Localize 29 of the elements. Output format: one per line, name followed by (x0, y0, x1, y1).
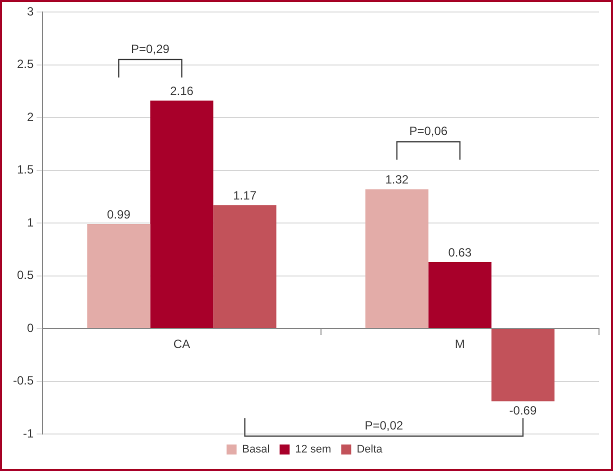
legend-label: Basal (242, 444, 270, 456)
bar (365, 189, 428, 328)
bar (428, 262, 492, 328)
y-tick-label: 0 (26, 320, 34, 335)
data-label: 1.32 (385, 172, 409, 187)
bar (491, 329, 554, 402)
annotation: P=0,06 (409, 124, 448, 138)
y-tick-label: 0.5 (16, 268, 34, 282)
data-label: 0.63 (448, 245, 472, 260)
y-tick-label: -0.5 (12, 374, 34, 388)
y-tick-label: 3 (26, 4, 34, 18)
data-label: 0.99 (107, 207, 131, 222)
y-tick-label: 1 (26, 215, 34, 230)
y-tick-label: 2 (26, 110, 34, 124)
bar (213, 205, 276, 328)
data-label: -0.69 (509, 404, 537, 418)
y-tick-label: -1 (23, 426, 34, 440)
y-tick-label: 1.5 (16, 162, 34, 177)
legend-label: 12 sem (295, 444, 332, 456)
data-label: 2.16 (170, 84, 194, 98)
x-tick-label: M (454, 337, 465, 352)
annotation: P=0,29 (131, 42, 170, 56)
bar (150, 100, 214, 328)
legend-label: Delta (356, 444, 384, 456)
y-tick-label: 2.5 (16, 57, 34, 72)
bar (87, 224, 150, 328)
data-label: 1.17 (233, 188, 257, 202)
annotation: P=0,02 (364, 418, 404, 432)
x-tick-label: CA (173, 337, 190, 352)
